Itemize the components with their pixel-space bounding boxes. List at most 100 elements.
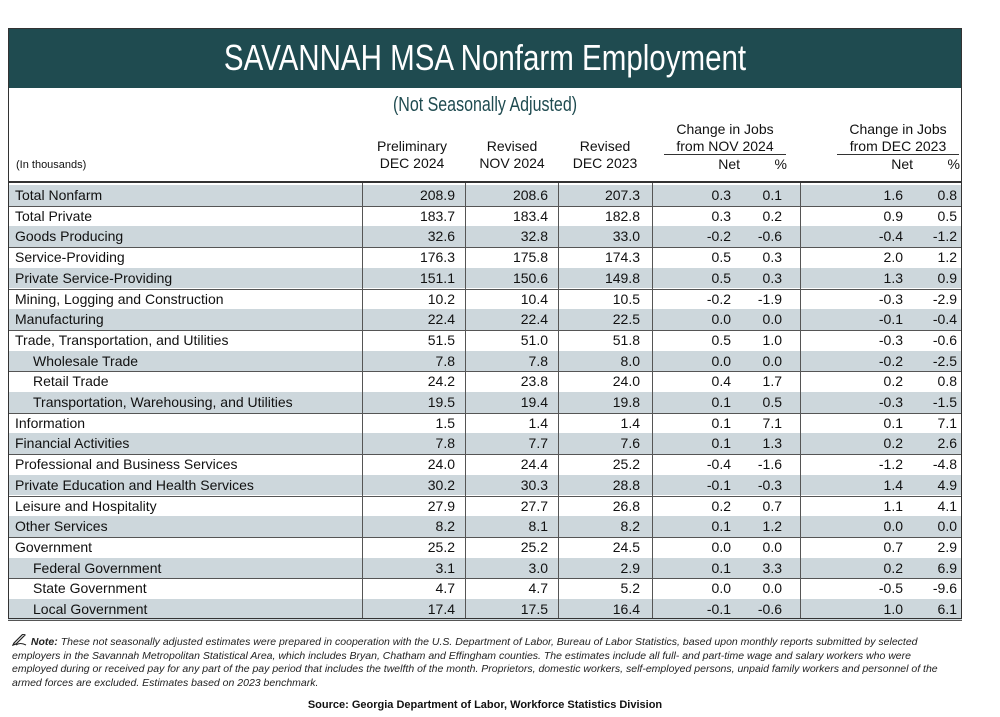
group-header: Change in Jobs [676,121,774,137]
cell-value: 4.7 [528,580,548,597]
row-rule [8,578,962,580]
row-label: Total Nonfarm [15,187,103,203]
cell-value: 0.2 [711,497,731,514]
cell-value: 0.9 [937,269,957,286]
row-shade [8,350,962,372]
cell-value: 176.3 [419,249,455,266]
row-shade [8,309,962,330]
cell-value: 0.2 [883,373,903,390]
group-header: Change in Jobs [849,121,947,137]
cell-value: 0.5 [711,269,731,286]
row-rule [8,329,962,331]
row-shade [8,557,962,579]
cell-value: 0.0 [762,311,782,328]
row-rule [8,205,962,207]
cell-value: 1.5 [435,414,455,431]
cell-value: 0.2 [762,207,782,224]
cell-value: -0.4 [932,311,957,328]
cell-value: -0.5 [878,580,903,597]
cell-value: 0.0 [762,538,782,555]
cell-value: -0.2 [878,352,903,369]
cell-value: 27.7 [520,497,548,514]
cell-value: 24.5 [612,538,640,555]
row-shade [8,516,962,537]
cell-value: 6.9 [937,559,957,576]
cell-value: 17.5 [520,601,548,617]
cell-value: 208.6 [512,187,548,203]
row-rule [8,412,962,414]
cell-value: -9.6 [932,580,957,597]
cell-value: 32.8 [520,228,548,245]
group-header: from DEC 2023 [849,138,947,154]
cell-value: 10.5 [612,290,640,307]
cell-value: 2.9 [620,559,640,576]
row-label: Mining, Logging and Construction [15,290,224,307]
cell-value: 175.8 [512,249,548,266]
cell-value: 0.2 [883,435,903,452]
table-border [8,28,962,619]
cell-value: 30.3 [520,476,548,493]
cell-value: 0.3 [762,269,782,286]
cell-value: 1.1 [883,497,903,514]
cell-value: 5.2 [620,580,640,597]
row-label: Total Private [15,207,93,224]
cell-value: 51.8 [612,331,640,348]
row-label: Other Services [15,518,108,535]
row-rule [8,288,962,290]
title: SAVANNAH MSA Nonfarm Employment [223,37,747,78]
cell-value: -0.2 [706,228,731,245]
cell-value: -1.9 [757,290,782,307]
cell-value: 0.7 [883,538,903,555]
cell-value: -0.3 [878,290,903,307]
cell-value: 7.1 [937,414,957,431]
row-shade [8,599,962,620]
row-label: Local Government [33,601,148,617]
column-header: DEC 2023 [572,155,638,171]
cell-value: 8.2 [435,518,455,535]
cell-value: 150.6 [512,269,548,286]
cell-value: 10.2 [427,290,455,307]
cell-value: 0.0 [711,538,731,555]
column-header: Revised [579,138,631,154]
column-rule [362,183,363,619]
cell-value: -0.1 [706,476,731,493]
cell-value: -1.2 [932,228,957,245]
cell-value: 207.3 [604,187,640,203]
cell-value: 51.5 [427,331,455,348]
cell-value: 1.3 [883,269,903,286]
cell-value: 19.4 [520,394,548,410]
row-label: Private Service-Providing [15,269,173,286]
group-underline [664,154,786,155]
row-shade [8,474,962,496]
cell-value: 51.0 [520,331,548,348]
row-rule [8,619,962,621]
cell-value: -0.4 [706,456,731,473]
row-rule [8,536,962,538]
cell-value: -1.5 [932,394,957,410]
cell-value: 0.4 [711,373,731,390]
cell-value: 22.5 [612,311,640,328]
group-header: from NOV 2024 [676,138,774,154]
sub-header: Net [891,156,913,172]
cell-value: 0.1 [711,435,731,452]
cell-value: 174.3 [604,249,640,266]
cell-value: -2.5 [932,352,957,369]
cell-value: -0.3 [878,394,903,410]
group-underline [837,154,959,155]
units: (In thousands) [16,159,87,171]
cell-value: 26.8 [612,497,640,514]
cell-value: 19.8 [612,394,640,410]
row-label: Transportation, Warehousing, and Utiliti… [33,394,293,410]
column-rule [465,183,466,619]
cell-value: 0.1 [711,518,731,535]
cell-value: 1.2 [937,249,957,266]
row-shade [8,226,962,248]
cell-value: 7.8 [435,435,455,452]
row-label: Wholesale Trade [33,352,139,369]
cell-value: 7.1 [762,414,782,431]
cell-value: 33.0 [612,228,640,245]
cell-value: 1.6 [883,187,903,203]
cell-value: -1.2 [878,456,903,473]
row-label: Financial Activities [15,435,130,452]
